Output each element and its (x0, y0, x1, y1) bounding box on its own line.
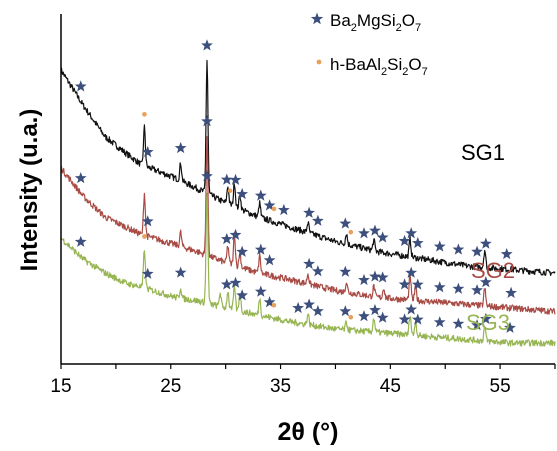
star-marker-sg3-0 (74, 235, 87, 247)
star-marker-sg2-15 (405, 266, 418, 278)
star-marker-sg3-19 (433, 316, 446, 328)
star-marker-sg3-17 (405, 303, 418, 315)
star-marker-sg2-0 (74, 172, 87, 184)
star-marker-sg1-23 (500, 247, 513, 260)
x-axis-title: 2θ (°) (277, 418, 338, 446)
x-axis-ticks: 15 25 35 45 55 (50, 364, 556, 397)
star-marker-sg2-5 (236, 245, 249, 257)
star-marker-sg2-20 (479, 276, 492, 288)
x-tick-label: 55 (490, 376, 511, 397)
star-marker-sg1-7 (254, 189, 267, 201)
star-marker-sg3-9 (292, 301, 305, 314)
star-marker-sg3-22 (479, 312, 492, 325)
star-marker-sg2-14 (398, 278, 411, 290)
star-marker-sg1-15 (376, 231, 389, 243)
star-marker-sg2-17 (433, 281, 446, 293)
star-marker-sg2-21 (505, 286, 517, 299)
legend-star-icon (310, 12, 324, 25)
dot-marker-sg1-3 (348, 229, 354, 235)
star-marker-sg2-7 (263, 254, 276, 266)
star-marker-sg1-16 (398, 234, 411, 247)
star-marker-sg3-12 (339, 305, 352, 317)
dot-marker-sg3-0 (142, 234, 147, 239)
star-marker-sg1-22 (479, 237, 492, 249)
series-label-sg2: SG2 (471, 258, 515, 283)
star-marker-sg3-5 (229, 276, 242, 288)
star-marker-sg3-7 (254, 285, 267, 297)
series-layer (60, 59, 556, 347)
dot-marker-sg1-1 (227, 188, 233, 194)
star-marker-sg1-6 (236, 187, 249, 200)
star-marker-sg1-13 (358, 227, 370, 239)
star-marker-sg3-3 (201, 170, 213, 182)
star-marker-sg2-10 (339, 265, 352, 277)
star-marker-sg1-2 (174, 141, 187, 154)
star-marker-sg3-4 (220, 278, 233, 290)
series-label-sg1: SG1 (461, 140, 505, 165)
star-marker-sg1-10 (303, 206, 315, 218)
star-marker-sg1-8 (263, 199, 276, 211)
y-axis-title: Intensity (u.a.) (16, 109, 43, 272)
legend-dot-icon (316, 59, 322, 65)
star-marker-sg1-17 (405, 227, 418, 239)
legend: Ba2MgSi2O7 h-BaAl2Si2O7 (310, 11, 428, 78)
star-marker-sg3-16 (398, 313, 411, 325)
star-marker-sg2-8 (303, 257, 315, 269)
star-marker-sg2-4 (229, 228, 242, 240)
x-tick-label: 35 (270, 376, 291, 397)
series-label-sg3: SG3 (466, 310, 510, 335)
x-tick-label: 25 (160, 376, 181, 397)
star-marker-sg3-20 (452, 317, 465, 329)
star-marker-sg3-15 (376, 311, 389, 323)
dot-marker-sg3-1 (271, 302, 277, 308)
star-marker-sg2-2 (201, 115, 213, 127)
star-marker-sg1-12 (339, 217, 352, 229)
series-line-sg3 (60, 192, 556, 347)
star-marker-sg3-1 (141, 267, 154, 279)
star-marker-sg1-20 (452, 243, 465, 255)
star-marker-sg3-8 (263, 296, 276, 308)
dot-marker-sg1-2 (271, 206, 277, 212)
marker-layer (74, 39, 517, 333)
star-marker-sg2-11 (358, 273, 370, 286)
star-marker-sg1-9 (277, 203, 290, 216)
star-marker-sg3-11 (311, 305, 324, 317)
star-marker-sg1-0 (74, 80, 87, 92)
star-marker-sg3-2 (174, 266, 187, 278)
star-marker-sg3-14 (369, 303, 381, 316)
star-marker-sg1-18 (411, 236, 424, 249)
star-marker-sg2-12 (369, 270, 381, 282)
star-marker-sg1-3 (201, 39, 213, 51)
series-line-sg2 (60, 136, 556, 315)
star-marker-sg3-10 (303, 298, 315, 310)
series-line-sg1 (60, 59, 556, 276)
star-marker-sg2-13 (376, 271, 389, 283)
star-marker-sg1-4 (220, 173, 233, 185)
x-tick-label: 45 (380, 376, 401, 397)
star-marker-sg2-16 (411, 278, 424, 290)
star-marker-sg3-6 (236, 289, 249, 301)
star-marker-sg3-13 (358, 310, 370, 322)
legend-label-h-baal2si2o7: h-BaAl2Si2O7 (330, 55, 428, 78)
star-marker-sg1-11 (311, 214, 324, 226)
star-marker-sg2-6 (254, 243, 267, 255)
star-marker-sg3-23 (504, 321, 516, 333)
star-marker-sg2-9 (311, 265, 324, 277)
dot-marker-sg1-0 (142, 112, 147, 117)
star-marker-sg1-5 (229, 173, 242, 185)
star-marker-sg1-1 (141, 145, 154, 158)
star-marker-sg1-19 (433, 240, 446, 252)
star-marker-sg2-19 (471, 284, 483, 296)
star-marker-sg3-18 (411, 313, 424, 325)
star-marker-sg2-18 (452, 282, 465, 294)
star-marker-sg2-3 (220, 232, 233, 245)
star-marker-sg1-21 (471, 245, 483, 257)
legend-label-ba2mgsi2o7: Ba2MgSi2O7 (330, 11, 421, 34)
star-marker-sg2-1 (141, 215, 154, 227)
star-marker-sg1-14 (369, 224, 381, 236)
x-tick-label: 15 (50, 376, 71, 397)
star-marker-sg3-21 (471, 319, 483, 331)
dot-marker-sg3-2 (348, 314, 354, 320)
